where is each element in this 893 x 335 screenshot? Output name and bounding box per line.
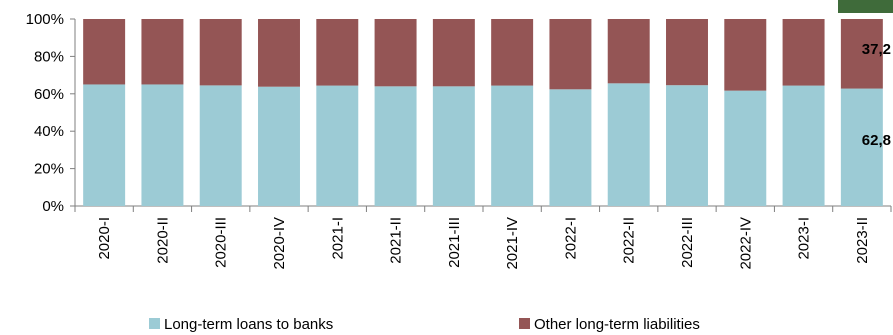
bar-segment-other-2021-I xyxy=(316,19,359,86)
bar-segment-loans-2020-I xyxy=(83,84,126,206)
bar-segment-other-2020-III xyxy=(199,19,242,86)
data-labels: 37,2 62,8 xyxy=(862,41,891,149)
legend-label-loans: Long-term loans to banks xyxy=(164,316,333,333)
bar-segment-other-2020-I xyxy=(83,19,126,85)
bar-segment-loans-2022-IV xyxy=(724,90,767,206)
bar-segment-other-2022-I xyxy=(549,19,592,90)
bar-segment-loans-2022-III xyxy=(666,85,708,206)
y-tick-label: 60% xyxy=(34,86,64,103)
bar-segment-loans-2022-II xyxy=(607,83,650,206)
bar-segment-other-2023-II xyxy=(840,19,883,89)
x-tick-label: 2023-I xyxy=(796,217,813,260)
data-label-top: 37,2 xyxy=(862,41,891,58)
x-tick-label: 2021-IV xyxy=(504,217,521,270)
legend-swatch-loans xyxy=(149,318,160,329)
bar-segment-loans-2020-III xyxy=(199,85,242,206)
x-tick-label: 2022-I xyxy=(562,217,579,260)
bar-segment-loans-2022-I xyxy=(549,89,592,206)
legend-label-other: Other long-term liabilities xyxy=(534,316,700,333)
x-tick-label: 2020-IV xyxy=(271,217,288,270)
bar-segment-loans-2023-I xyxy=(782,85,825,206)
bar-segment-loans-2023-II xyxy=(840,88,883,206)
legend-swatch-other xyxy=(519,318,530,329)
bars xyxy=(83,19,883,206)
x-tick-label: 2023-II xyxy=(854,217,871,264)
x-axis: 2020-I 2020-II 2020-III 2020-IV 2021-I 2021-I… xyxy=(74,205,892,270)
data-label-bottom: 62,8 xyxy=(862,132,891,149)
bar-segment-other-2022-II xyxy=(607,19,650,84)
bar-segment-other-2023-I xyxy=(782,19,825,86)
x-tick-label: 2022-IV xyxy=(737,217,754,270)
bar-segment-other-2022-III xyxy=(666,19,708,86)
bar-segment-loans-2020-IV xyxy=(258,86,300,206)
x-tick-label: 2022-III xyxy=(679,217,696,268)
legend: Long-term loans to banks Other long-term… xyxy=(149,316,700,333)
x-tick-label: 2022-II xyxy=(621,217,638,264)
y-tick-label: 100% xyxy=(26,11,64,28)
bar-segment-other-2021-III xyxy=(432,19,475,87)
x-tick-label: 2020-II xyxy=(154,217,171,264)
x-tick-label: 2020-I xyxy=(96,217,113,260)
bar-segment-loans-2020-II xyxy=(141,84,184,206)
y-tick-label: 0% xyxy=(42,198,64,215)
y-tick-label: 40% xyxy=(34,123,64,140)
x-tick-label: 2021-III xyxy=(446,217,463,268)
bar-segment-other-2020-IV xyxy=(258,19,300,87)
bar-segment-other-2021-II xyxy=(374,19,417,87)
bar-segment-other-2021-IV xyxy=(491,19,534,86)
y-tick-label: 20% xyxy=(34,161,64,178)
bar-segment-other-2022-IV xyxy=(724,19,767,91)
x-tick-label: 2021-II xyxy=(388,217,405,264)
bar-segment-other-2020-II xyxy=(141,19,184,85)
corner-tab xyxy=(838,0,893,13)
y-axis: 0% 20% 40% 60% 80% 100% xyxy=(26,11,76,215)
bar-segment-loans-2021-II xyxy=(374,86,417,206)
bar-segment-loans-2021-III xyxy=(432,86,475,206)
bar-segment-loans-2021-IV xyxy=(491,85,534,206)
x-tick-label: 2021-I xyxy=(329,217,346,260)
x-tick-label: 2020-III xyxy=(213,217,230,268)
y-tick-label: 80% xyxy=(34,48,64,65)
bar-segment-loans-2021-I xyxy=(316,85,359,206)
